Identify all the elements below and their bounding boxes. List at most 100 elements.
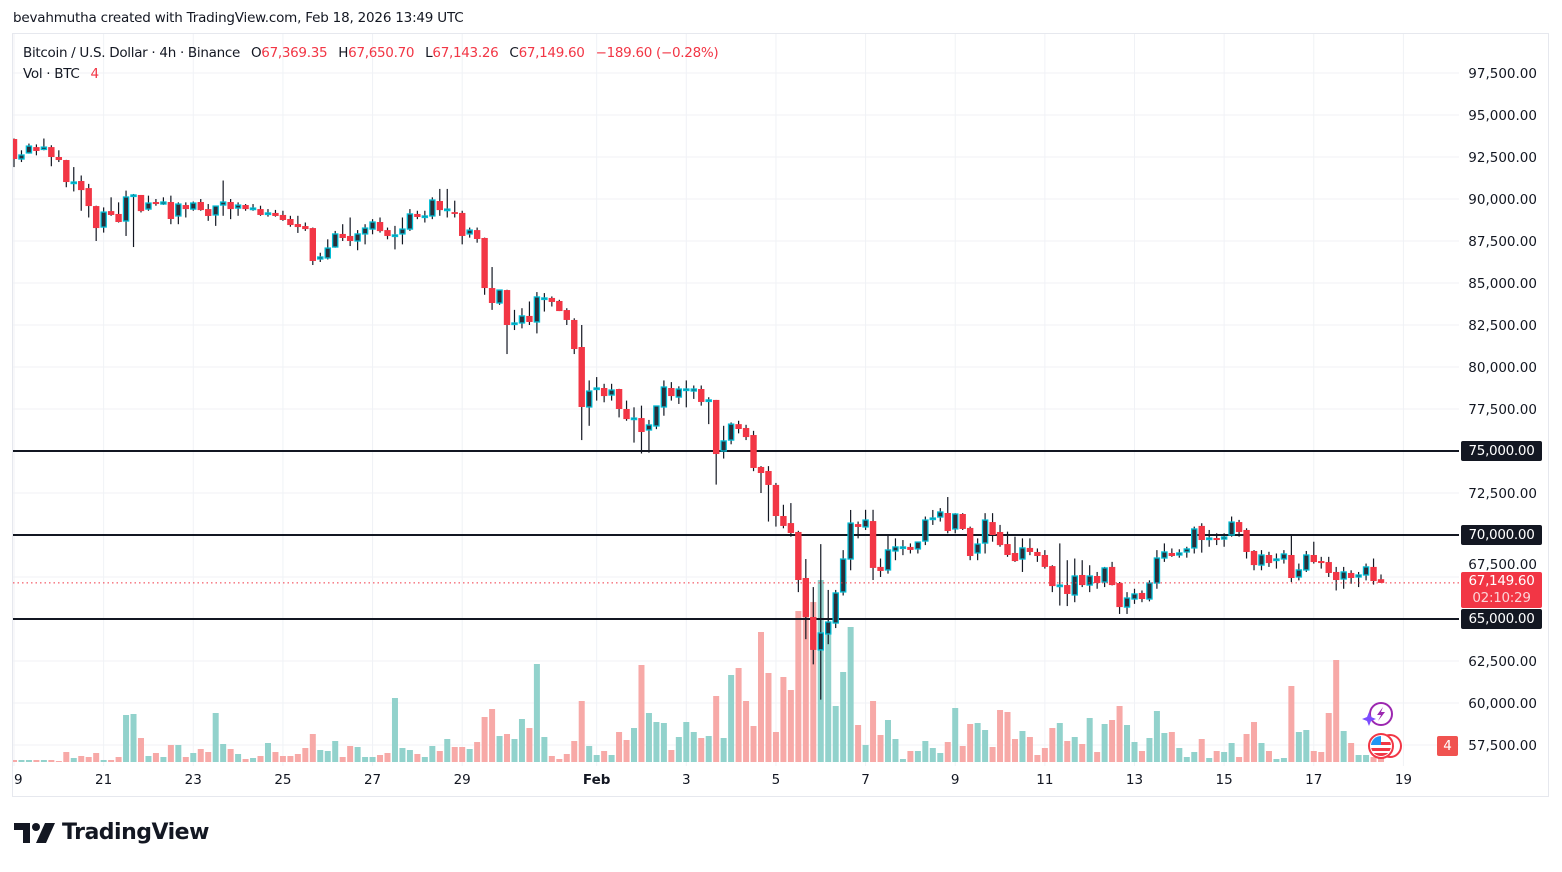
candle-body-down — [197, 202, 204, 211]
candle-body-up — [249, 207, 257, 211]
volume-bar — [287, 756, 294, 762]
volume-bar — [974, 723, 981, 762]
volume-bar — [1191, 752, 1198, 762]
volume-bar — [847, 627, 854, 762]
volume-bar — [914, 751, 921, 762]
candle-body-down — [459, 212, 466, 236]
lightning-sparkle-icon[interactable] — [1362, 700, 1398, 734]
volume-bar — [1258, 743, 1265, 762]
candle-body-down — [85, 188, 92, 207]
candle-body-up — [1183, 548, 1191, 553]
volume-bar — [929, 748, 936, 762]
tradingview-logo-icon — [14, 822, 55, 843]
volume-bar — [1221, 752, 1228, 762]
candle-body-up — [593, 387, 600, 391]
price-axis-label: 72,500.00 — [1468, 486, 1537, 502]
volume-bar — [1161, 733, 1168, 762]
volume-bar — [653, 722, 660, 762]
volume-bar — [13, 760, 17, 762]
time-axis-label: 25 — [274, 772, 291, 788]
candle-body-up — [1295, 569, 1303, 578]
candle-body-down — [1064, 585, 1071, 594]
volume-bars — [13, 580, 1385, 762]
volume-bar — [840, 672, 847, 762]
volume-bar — [765, 673, 772, 762]
symbol-title[interactable]: Bitcoin / U.S. Dollar · 4h · Binance — [23, 45, 240, 61]
candle-body-up — [862, 519, 869, 528]
chart-credit-line: bevahmutha created with TradingView.com,… — [13, 10, 464, 26]
volume-bar — [1011, 739, 1018, 762]
volume-bar — [1213, 751, 1220, 762]
volume-bar — [1026, 737, 1033, 762]
volume-bar — [235, 754, 242, 762]
candle-body-down — [205, 209, 212, 216]
volume-bar — [108, 760, 115, 762]
time-axis-label: 13 — [1126, 772, 1143, 788]
volume-bar — [1295, 732, 1302, 762]
volume-bar — [728, 675, 735, 762]
candle-body-up — [234, 204, 242, 209]
candle-body-down — [436, 201, 443, 211]
symbol-legend: Bitcoin / U.S. Dollar · 4h · Binance O67… — [23, 45, 719, 61]
candle-body-down — [115, 213, 122, 223]
candle-body-up — [466, 229, 473, 235]
volume-bar — [870, 701, 877, 762]
candle-body-up — [429, 199, 436, 217]
candle-body-down — [346, 235, 354, 241]
volume-bar — [623, 740, 630, 762]
candle-body-up — [1153, 557, 1161, 584]
time-axis-label: 23 — [185, 772, 202, 788]
time-axis[interactable]: 19 21 23 25 27 29 Feb 3 5 7 9 11 13 15 17 19 — [5, 772, 1412, 788]
candle-body-down — [384, 230, 391, 236]
candle-body-up — [645, 424, 653, 431]
candle-body-down — [137, 194, 145, 212]
volume-bar — [855, 725, 862, 762]
time-axis-label: 27 — [364, 772, 381, 788]
volume-bar — [1348, 743, 1355, 762]
volume-bar — [616, 732, 623, 762]
candle-body-up — [331, 233, 339, 248]
time-axis-label: 19 — [1395, 772, 1412, 788]
close-value: 67,149.60 — [518, 45, 585, 61]
candle-body-up — [25, 145, 33, 154]
candle-body-down — [1168, 552, 1176, 556]
volume-bar — [369, 757, 376, 762]
volume-bar — [698, 738, 705, 762]
volume-bar — [152, 753, 159, 762]
volume-bar — [137, 738, 144, 762]
candle-body-down — [1370, 566, 1377, 582]
volume-bar — [339, 757, 346, 762]
volume-bar — [899, 759, 906, 762]
volume-bar — [377, 755, 384, 762]
volume-bar — [1124, 725, 1131, 762]
open-value: 67,369.35 — [261, 45, 328, 61]
candle-body-up — [219, 201, 227, 206]
candles — [13, 138, 1385, 700]
candle-body-down — [481, 237, 488, 289]
us-flag-events-icon[interactable] — [1366, 732, 1406, 764]
volume-bar — [362, 757, 369, 762]
candle-body-up — [40, 146, 48, 151]
price-axis[interactable]: 97,500.00 95,000.00 92,500.00 90,000.00 87,5… — [1468, 66, 1537, 754]
candle-body-down — [1108, 566, 1116, 586]
volume-bar — [720, 738, 727, 762]
volume-bar — [1206, 758, 1213, 762]
candle-body-up — [541, 297, 548, 301]
volume-bar — [967, 724, 974, 762]
candle-body-up — [1071, 575, 1078, 596]
candle-body-down — [742, 427, 750, 438]
volume-label[interactable]: Vol · BTC — [23, 66, 80, 82]
candle-body-down — [698, 389, 705, 402]
candle-body-down — [1265, 554, 1273, 564]
price-axis-label: 67,500.00 — [1468, 557, 1537, 573]
tradingview-logo[interactable]: TradingView — [14, 820, 209, 845]
candle-body-down — [869, 521, 877, 568]
candle-body-down — [1138, 592, 1146, 600]
candle-body-down — [638, 418, 645, 433]
volume-bar — [100, 760, 107, 762]
high-value: 67,650.70 — [348, 45, 415, 61]
volume-bar — [660, 723, 667, 762]
volume-bar — [332, 741, 339, 762]
volume-bar — [638, 665, 645, 762]
